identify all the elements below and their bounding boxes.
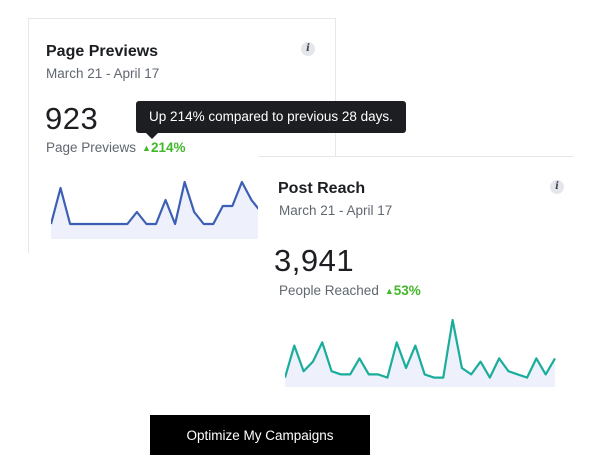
post-reach-sparkline-line	[285, 318, 556, 379]
optimize-campaigns-button[interactable]: Optimize My Campaigns	[150, 415, 370, 455]
post-reach-title: Post Reach	[278, 180, 366, 197]
post-reach-sparkline-area	[285, 320, 555, 387]
page-previews-sparkline-line	[51, 180, 262, 226]
up-arrow-icon: ▲	[384, 286, 394, 296]
comparison-tooltip: Up 214% compared to previous 28 days.	[136, 101, 406, 139]
page-previews-card: Page Previews March 21 - April 17 i 923 …	[28, 18, 336, 253]
page-previews-sparkline-area	[51, 182, 261, 239]
post-reach-info-icon[interactable]: i	[550, 180, 564, 194]
post-reach-card: Post Reach March 21 - April 17 i 3,941 P…	[258, 156, 574, 393]
up-arrow-icon: ▲	[142, 143, 151, 153]
post-reach-sparkline	[285, 318, 556, 387]
page-previews-info-icon[interactable]: i	[301, 42, 315, 56]
page-previews-change: 214%	[150, 140, 186, 155]
post-reach-change: 53%	[393, 283, 421, 298]
page-previews-value: 923	[45, 101, 99, 136]
page-previews-date-range: March 21 - April 17	[46, 66, 160, 81]
post-reach-value: 3,941	[274, 243, 355, 278]
post-reach-metric: People Reached ▲53%	[279, 283, 421, 298]
page-previews-title: Page Previews	[46, 43, 159, 60]
page-previews-sparkline	[51, 180, 262, 239]
page-previews-metric: Page Previews ▲214%	[46, 140, 186, 155]
post-reach-date-range: March 21 - April 17	[279, 203, 393, 218]
post-reach-metric-label: People Reached	[279, 283, 379, 298]
page-previews-metric-label: Page Previews	[46, 140, 137, 155]
